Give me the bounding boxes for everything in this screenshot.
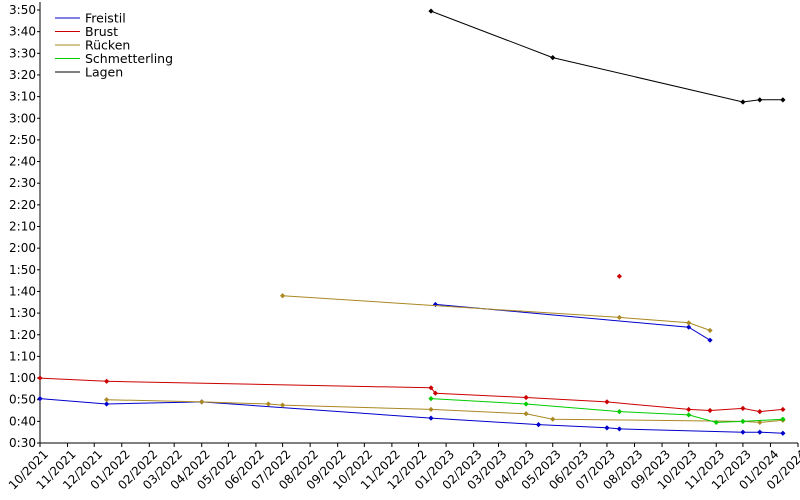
axes: 0:30 0:40 0:50 1:00 1:10 1:20 1:30 1:40 1:50 2:00… — [6, 2, 800, 492]
y-tick-label: 2:00 — [9, 241, 36, 255]
y-tick-label: 2:30 — [9, 176, 36, 190]
data-point — [740, 418, 746, 424]
data-point — [432, 390, 439, 396]
y-tick-label: 3:00 — [9, 111, 36, 125]
data-point — [199, 399, 205, 405]
data-point — [707, 327, 713, 334]
legend-label: Lagen — [85, 65, 123, 80]
y-tick-label: 1:30 — [9, 306, 36, 320]
data-point — [37, 396, 43, 402]
data-point — [757, 419, 763, 426]
data-point — [707, 407, 713, 414]
data-point — [686, 406, 692, 413]
data-point — [104, 401, 110, 407]
legend-label: Rücken — [85, 38, 130, 53]
data-point — [604, 425, 610, 431]
y-tick-label: 1:20 — [9, 328, 36, 342]
y-tick-label: 0:30 — [9, 436, 36, 450]
data-point — [686, 412, 692, 418]
data-point — [616, 314, 622, 321]
data-point — [535, 421, 542, 428]
data-point — [428, 385, 434, 391]
data-point — [780, 430, 786, 436]
data-point — [780, 97, 786, 103]
data-point — [279, 293, 286, 299]
series-lagen — [428, 8, 786, 105]
series-layer — [37, 8, 786, 436]
data-point — [104, 397, 110, 403]
data-point — [713, 419, 719, 426]
data-point — [523, 394, 529, 401]
y-tick-label: 3:30 — [9, 46, 36, 60]
y-tick-label: 1:40 — [9, 284, 36, 298]
y-tick-label: 2:10 — [9, 220, 36, 234]
data-point — [757, 409, 763, 415]
data-point — [757, 97, 763, 103]
series-line — [39, 377, 783, 413]
series-line — [39, 398, 783, 434]
series-r-cken — [104, 397, 786, 426]
data-point — [428, 8, 434, 14]
data-point — [757, 429, 763, 435]
data-point — [780, 416, 786, 422]
y-tick-label: 2:50 — [9, 133, 36, 147]
legend-label: Freistil — [85, 11, 126, 26]
y-tick-label: 3:20 — [9, 68, 36, 82]
data-point — [523, 411, 529, 417]
legend-label: Brust — [85, 24, 118, 39]
legend-label: Schmetterling — [85, 51, 173, 66]
data-point — [686, 320, 692, 326]
series-schmetterling — [428, 396, 786, 426]
data-point — [550, 416, 556, 422]
y-tick-label: 3:40 — [9, 25, 36, 39]
y-tick-label: 0:50 — [9, 393, 36, 407]
data-point — [604, 399, 610, 405]
series-r-cken — [279, 293, 713, 334]
data-point — [428, 406, 434, 413]
y-tick-label: 0:40 — [9, 414, 36, 428]
data-point — [740, 405, 746, 411]
series-line — [430, 10, 783, 103]
data-point — [428, 415, 434, 421]
data-point — [740, 429, 746, 435]
y-tick-label: 2:40 — [9, 155, 36, 169]
series-brust — [616, 273, 622, 279]
data-point — [523, 401, 529, 407]
data-point — [104, 378, 110, 384]
data-point — [616, 426, 622, 432]
data-point — [616, 409, 622, 415]
y-tick-label: 1:00 — [9, 371, 36, 385]
y-tick-label: 2:20 — [9, 198, 36, 212]
data-point — [686, 324, 692, 330]
y-tick-label: 1:10 — [9, 349, 36, 363]
data-point — [707, 337, 713, 343]
series-brust — [37, 375, 786, 415]
y-tick-label: 3:50 — [9, 3, 36, 17]
data-point — [279, 402, 286, 408]
data-point — [432, 301, 439, 308]
data-point — [550, 55, 556, 61]
series-line — [435, 303, 711, 341]
data-point — [740, 99, 746, 105]
series-freistil — [37, 396, 786, 436]
y-tick-label: 3:10 — [9, 90, 36, 104]
series-line — [106, 399, 783, 423]
data-point — [265, 401, 271, 407]
data-point — [780, 406, 786, 413]
series-line — [282, 295, 711, 331]
data-point — [616, 273, 622, 279]
data-point — [37, 375, 43, 381]
data-point — [428, 396, 434, 402]
y-tick-label: 1:50 — [9, 263, 36, 277]
